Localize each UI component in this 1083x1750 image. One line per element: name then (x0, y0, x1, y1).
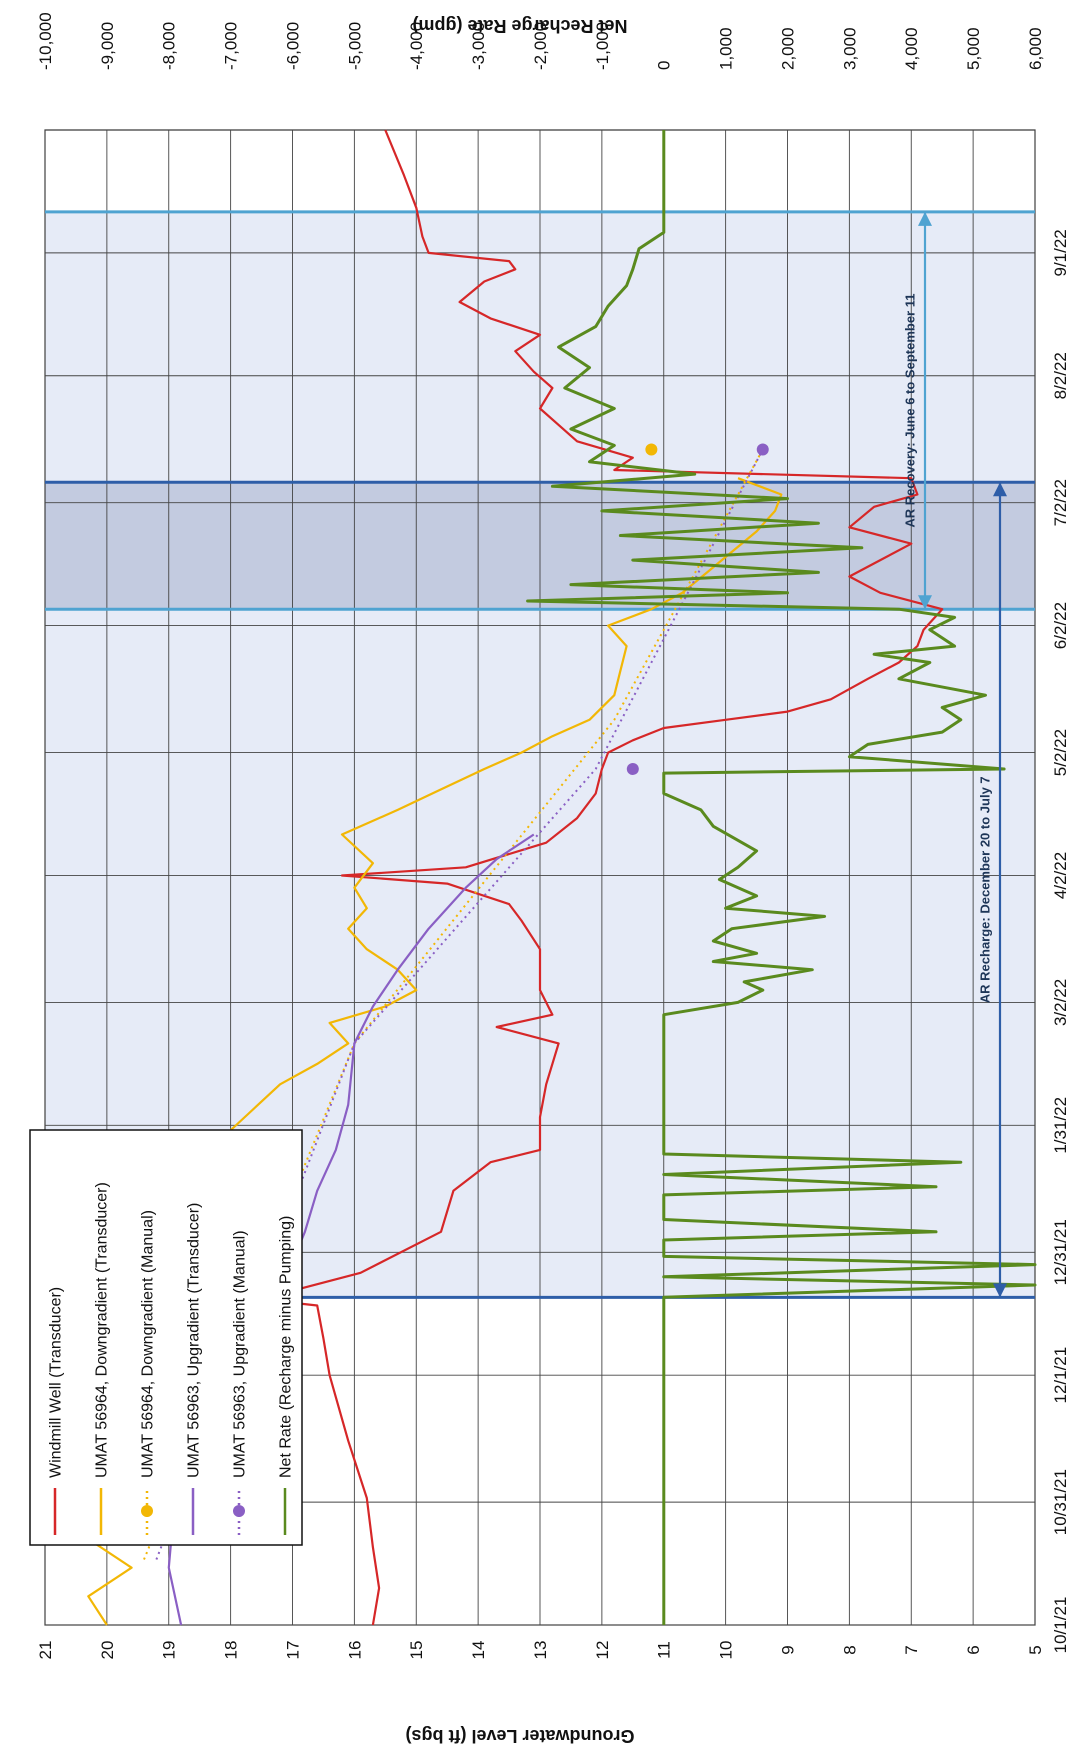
legend-label-1: UMAT 56964, Downgradient (Transducer) (94, 1182, 111, 1478)
date-tick-label: 1/31/22 (1051, 1097, 1070, 1154)
tick-labels: 5 6 7 8 9 10 11 12 13 14 15 16 17 18 19 20 21 6,000 5,000 4… (36, 12, 1070, 1659)
left-axis-title: Groundwater Level (ft bgs) (405, 1726, 634, 1746)
left-tick-label: 18 (222, 1641, 241, 1660)
recharge-arrow-head-a (993, 482, 1007, 497)
left-tick-label: 15 (407, 1641, 426, 1660)
right-tick-label: -5,000 (345, 22, 364, 70)
right-tick-label: -1,000 (593, 22, 612, 70)
date-tick-label: 9/1/22 (1051, 229, 1070, 276)
left-tick-label: 20 (98, 1641, 117, 1660)
right-tick-label: 4,000 (902, 27, 921, 70)
left-tick-label: 19 (160, 1641, 179, 1660)
date-tick-label: 12/1/21 (1051, 1347, 1070, 1404)
date-tick-label: 5/2/22 (1051, 729, 1070, 776)
right-tick-label: -6,000 (283, 22, 302, 70)
right-tick-label: 0 (655, 61, 674, 70)
right-tick-label: -4,000 (407, 22, 426, 70)
legend-marker-2 (141, 1505, 153, 1517)
left-tick-label: 11 (655, 1641, 674, 1659)
left-tick-label: 12 (593, 1641, 612, 1660)
legend-label-3: UMAT 56963, Upgradient (Transducer) (186, 1203, 203, 1478)
date-tick-label: 7/2/22 (1051, 479, 1070, 526)
right-tick-label: -10,000 (36, 12, 55, 70)
series-line-5 (526, 130, 1037, 1625)
right-tick-label: -8,000 (160, 22, 179, 70)
date-tick-label: 3/2/22 (1051, 979, 1070, 1026)
right-tick-label: -9,000 (98, 22, 117, 70)
left-tick-label: 21 (36, 1641, 55, 1660)
left-tick-label: 14 (469, 1641, 488, 1660)
right-tick-label: -3,000 (469, 22, 488, 70)
manual-marker (645, 443, 658, 456)
left-tick-label: 16 (345, 1641, 364, 1660)
recovery-period-label: AR Recovery: June 6 to September 11 (903, 294, 918, 528)
series-line-0 (241, 129, 944, 1626)
date-tick-label: 10/1/21 (1051, 1597, 1070, 1654)
right-tick-label: 1,000 (717, 27, 736, 70)
left-tick-label: 17 (283, 1641, 302, 1660)
right-axis-title: Net Recharge Rate (gpm) (412, 16, 627, 36)
date-tick-label: 12/31/21 (1051, 1219, 1070, 1285)
date-tick-label: 8/2/22 (1051, 352, 1070, 399)
recovery-arrow-head-b (918, 595, 932, 610)
right-tick-label: 3,000 (840, 27, 859, 70)
legend-label-2: UMAT 56964, Downgradient (Manual) (140, 1210, 157, 1478)
date-tick-label: 10/31/21 (1051, 1469, 1070, 1535)
manual-markers (626, 443, 769, 775)
legend: Windmill Well (Transducer) UMAT 56964, Do… (29, 1129, 303, 1546)
left-tick-label: 6 (964, 1645, 983, 1654)
period-annotations: AR Recharge: December 20 to July 7 AR Rec… (903, 211, 1007, 1298)
legend-label-4: UMAT 56963, Upgradient (Manual) (232, 1230, 249, 1478)
right-tick-label: -2,000 (531, 22, 550, 70)
left-tick-label: 7 (902, 1645, 921, 1654)
left-tick-label: 8 (840, 1645, 859, 1654)
manual-marker (756, 443, 769, 456)
recharge-arrow-head-b (993, 1283, 1007, 1298)
legend-marker-4 (233, 1505, 245, 1517)
recovery-arrow-head-a (918, 211, 932, 226)
date-tick-label: 4/2/22 (1051, 852, 1070, 899)
left-tick-label: 5 (1026, 1645, 1045, 1654)
left-tick-label: 10 (717, 1641, 736, 1660)
left-tick-label: 13 (531, 1641, 550, 1660)
right-tick-label: 2,000 (778, 27, 797, 70)
date-tick-label: 6/2/22 (1051, 602, 1070, 649)
recharge-period-label: AR Recharge: December 20 to July 7 (978, 776, 993, 1003)
legend-label-5: Net Rate (Recharge minus Pumping) (278, 1216, 295, 1478)
right-tick-label: 6,000 (1026, 27, 1045, 70)
legend-box (29, 1129, 303, 1546)
left-tick-label: 9 (778, 1645, 797, 1654)
manual-marker (626, 762, 639, 775)
right-tick-label: 5,000 (964, 27, 983, 70)
legend-label-0: Windmill Well (Transducer) (48, 1287, 65, 1478)
right-tick-label: -7,000 (222, 22, 241, 70)
